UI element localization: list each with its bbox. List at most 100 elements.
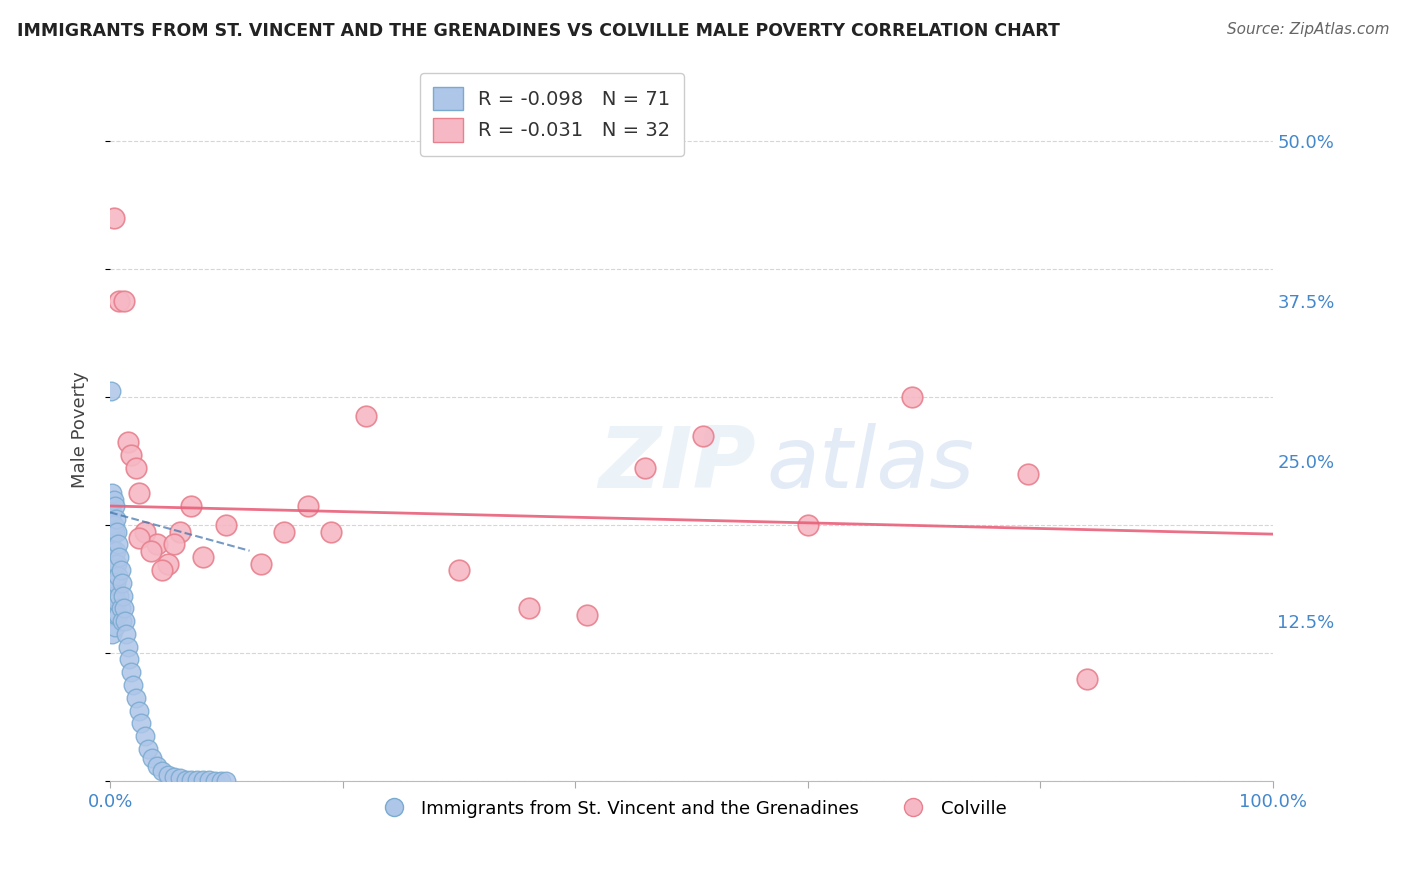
Text: ZIP: ZIP: [599, 423, 756, 506]
Point: [215, 774, 238, 789]
Point: [901, 390, 924, 404]
Point: [118, 652, 141, 666]
Point: [120, 665, 142, 680]
Point: [141, 751, 163, 765]
Point: [134, 524, 156, 539]
Point: [101, 607, 124, 622]
Point: [169, 772, 191, 786]
Point: [103, 211, 125, 226]
Point: [139, 543, 162, 558]
Point: [101, 505, 124, 519]
Point: [575, 607, 598, 622]
Text: IMMIGRANTS FROM ST. VINCENT AND THE GRENADINES VS COLVILLE MALE POVERTY CORRELAT: IMMIGRANTS FROM ST. VINCENT AND THE GREN…: [17, 22, 1060, 40]
Point: [163, 537, 186, 551]
Point: [145, 537, 167, 551]
Point: [101, 569, 124, 583]
Point: [104, 524, 127, 539]
Point: [186, 772, 208, 787]
Point: [169, 524, 191, 539]
Point: [104, 589, 127, 603]
Point: [131, 716, 153, 731]
Point: [692, 428, 714, 442]
Text: Source: ZipAtlas.com: Source: ZipAtlas.com: [1226, 22, 1389, 37]
Point: [105, 595, 128, 609]
Point: [111, 614, 134, 628]
Point: [145, 758, 167, 772]
Point: [634, 460, 657, 475]
Point: [128, 531, 150, 545]
Point: [191, 550, 214, 565]
Point: [157, 557, 180, 571]
Point: [101, 627, 124, 641]
Point: [250, 557, 273, 571]
Point: [273, 524, 295, 539]
Point: [104, 499, 127, 513]
Point: [110, 601, 132, 615]
Point: [103, 492, 125, 507]
Point: [103, 518, 125, 533]
Point: [191, 772, 214, 787]
Point: [104, 620, 127, 634]
Point: [117, 640, 139, 654]
Point: [104, 607, 127, 622]
Point: [100, 589, 122, 603]
Point: [180, 772, 202, 787]
Point: [124, 460, 146, 475]
Point: [198, 772, 221, 787]
Point: [104, 512, 127, 526]
Point: [138, 742, 160, 756]
Point: [103, 607, 125, 622]
Point: [122, 678, 145, 692]
Point: [150, 764, 173, 778]
Point: [100, 563, 122, 577]
Point: [100, 384, 122, 398]
Point: [796, 518, 818, 533]
Point: [110, 563, 132, 577]
Point: [103, 575, 125, 590]
Point: [104, 543, 127, 558]
Point: [354, 409, 377, 424]
Point: [1017, 467, 1039, 481]
Point: [108, 294, 131, 309]
Point: [103, 543, 125, 558]
Point: [111, 575, 134, 590]
Point: [107, 569, 129, 583]
Point: [104, 557, 127, 571]
Point: [100, 499, 122, 513]
Point: [101, 589, 124, 603]
Point: [101, 524, 124, 539]
Point: [115, 627, 138, 641]
Point: [1076, 672, 1098, 686]
Point: [163, 770, 186, 784]
Point: [100, 537, 122, 551]
Legend: Immigrants from St. Vincent and the Grenadines, Colville: Immigrants from St. Vincent and the Gren…: [368, 792, 1014, 825]
Point: [174, 772, 197, 787]
Point: [100, 575, 122, 590]
Point: [128, 704, 150, 718]
Point: [150, 563, 173, 577]
Point: [112, 294, 135, 309]
Point: [101, 550, 124, 565]
Point: [107, 607, 129, 622]
Point: [447, 563, 470, 577]
Point: [319, 524, 342, 539]
Point: [204, 774, 226, 789]
Point: [105, 524, 128, 539]
Point: [180, 499, 202, 513]
Point: [157, 767, 180, 781]
Point: [100, 601, 122, 615]
Point: [124, 690, 146, 705]
Point: [112, 601, 135, 615]
Point: [117, 435, 139, 450]
Point: [134, 729, 156, 743]
Point: [517, 601, 540, 615]
Point: [209, 774, 232, 789]
Point: [114, 614, 136, 628]
Point: [297, 499, 319, 513]
Point: [108, 589, 131, 603]
Point: [120, 448, 142, 462]
Point: [111, 589, 134, 603]
Point: [100, 550, 122, 565]
Point: [100, 524, 122, 539]
Point: [104, 575, 127, 590]
